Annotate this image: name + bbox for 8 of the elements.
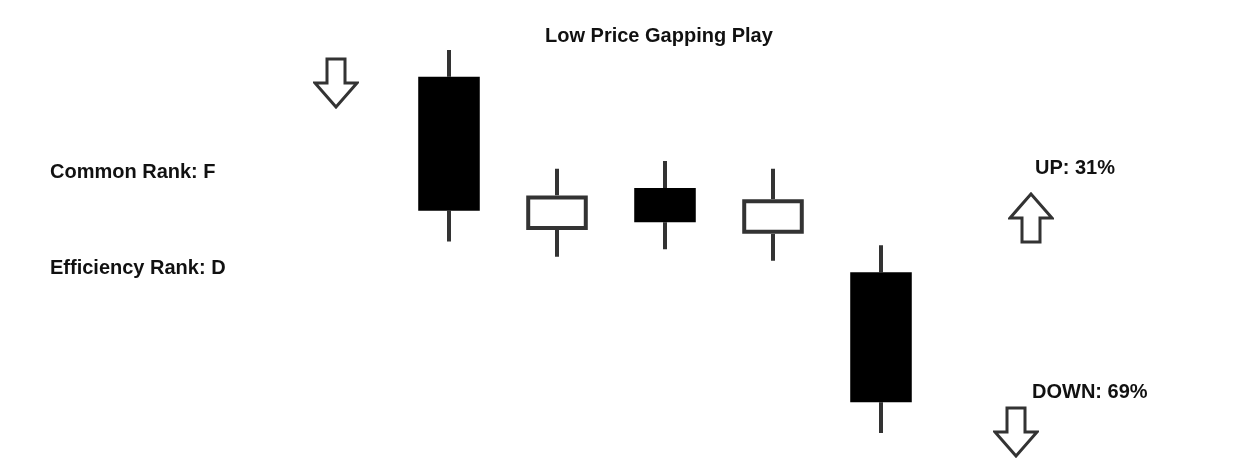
text: UP: 31% <box>1035 156 1116 179</box>
candlestick <box>634 161 696 250</box>
chart-title: Low Price Gapping Play <box>545 24 773 47</box>
text: DOWN: 69% <box>1032 380 1148 403</box>
text: Efficiency Rank: D <box>50 256 226 279</box>
text: Common Rank: F <box>50 160 216 183</box>
candlestick <box>850 245 912 433</box>
candlestick <box>418 50 480 242</box>
